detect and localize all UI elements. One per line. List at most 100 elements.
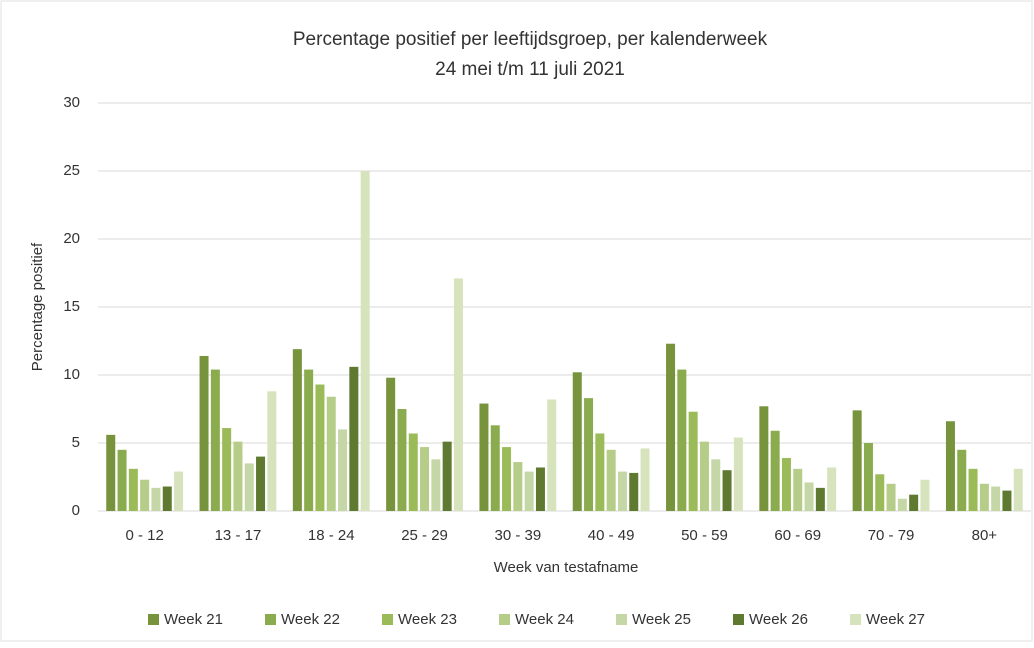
bar <box>360 171 370 511</box>
bar <box>128 468 138 511</box>
bar <box>304 369 314 511</box>
bar <box>886 483 896 511</box>
bar <box>547 399 557 511</box>
bar <box>386 377 396 511</box>
bar <box>292 349 302 511</box>
bar <box>256 456 266 511</box>
bar <box>244 463 254 511</box>
bar <box>490 425 500 511</box>
y-tick-label: 20 <box>63 230 80 247</box>
x-tick-label: 13 - 17 <box>215 527 262 544</box>
bar <box>815 487 825 511</box>
bar <box>117 449 127 511</box>
bar <box>991 486 1001 511</box>
legend-label: Week 26 <box>749 611 808 628</box>
bar <box>535 467 545 511</box>
bar <box>722 470 732 511</box>
legend-swatch <box>733 614 744 625</box>
bar <box>875 474 885 511</box>
bar <box>222 428 232 511</box>
legend-label: Week 21 <box>164 611 223 628</box>
legend-swatch <box>382 614 393 625</box>
bar <box>151 487 161 511</box>
bar <box>174 471 184 511</box>
bar <box>397 409 407 511</box>
bar <box>863 443 873 511</box>
bar <box>479 403 489 511</box>
bar <box>957 449 967 511</box>
y-tick-label: 15 <box>63 298 80 315</box>
bar <box>920 479 930 511</box>
bar <box>699 441 709 511</box>
bar <box>453 278 463 511</box>
x-tick-label: 18 - 24 <box>308 527 355 544</box>
bar <box>315 384 325 511</box>
y-tick-label: 10 <box>63 366 80 383</box>
bar <box>606 449 616 511</box>
bar <box>666 343 676 511</box>
legend-label: Week 25 <box>632 611 691 628</box>
bar <box>431 459 441 511</box>
chart-subtitle: 24 mei t/m 11 juli 2021 <box>435 59 625 80</box>
y-axis-title: Percentage positief <box>29 242 46 371</box>
bar <box>338 429 348 511</box>
bar <box>513 462 523 511</box>
bar <box>677 369 687 511</box>
bar <box>595 433 605 511</box>
legend-swatch <box>850 614 861 625</box>
bar <box>502 447 512 511</box>
bar <box>162 486 172 511</box>
x-axis-title: Week van testafname <box>494 559 639 576</box>
legend-swatch <box>499 614 510 625</box>
bar <box>524 471 534 511</box>
bar <box>793 468 803 511</box>
x-tick-label: 60 - 69 <box>774 527 821 544</box>
bar <box>804 482 814 511</box>
x-tick-label: 70 - 79 <box>868 527 915 544</box>
bar <box>584 398 594 511</box>
legend-swatch <box>616 614 627 625</box>
chart-title: Percentage positief per leeftijdsgroep, … <box>293 29 768 50</box>
legend-label: Week 22 <box>281 611 340 628</box>
bar <box>267 391 277 511</box>
x-tick-label: 30 - 39 <box>494 527 541 544</box>
x-tick-label: 0 - 12 <box>125 527 163 544</box>
y-tick-label: 5 <box>72 434 80 451</box>
x-tick-label: 25 - 29 <box>401 527 448 544</box>
y-tick-label: 30 <box>63 94 80 111</box>
bar <box>106 434 116 511</box>
bar <box>326 396 336 511</box>
legend-label: Week 27 <box>866 611 925 628</box>
y-tick-label: 0 <box>72 502 80 519</box>
bar <box>897 498 907 511</box>
bar <box>617 471 627 511</box>
bar <box>711 459 721 511</box>
bar <box>140 479 150 511</box>
bar <box>945 421 955 511</box>
y-tick-label: 25 <box>63 162 80 179</box>
bar <box>210 369 220 511</box>
bar <box>909 494 919 511</box>
bar <box>688 411 698 511</box>
x-tick-label: 50 - 59 <box>681 527 728 544</box>
bar <box>408 433 418 511</box>
bar <box>1013 468 1023 511</box>
legend-swatch <box>265 614 276 625</box>
legend-label: Week 23 <box>398 611 457 628</box>
bar <box>572 372 582 511</box>
bar <box>640 448 650 511</box>
x-tick-label: 80+ <box>972 527 998 544</box>
bar <box>349 366 359 511</box>
bar <box>827 467 837 511</box>
bar <box>733 437 743 511</box>
bar <box>629 472 639 511</box>
bar <box>968 468 978 511</box>
legend-swatch <box>148 614 159 625</box>
bar <box>781 457 791 511</box>
legend-label: Week 24 <box>515 611 574 628</box>
bar <box>420 447 430 511</box>
bar <box>979 483 989 511</box>
bar <box>759 406 769 511</box>
